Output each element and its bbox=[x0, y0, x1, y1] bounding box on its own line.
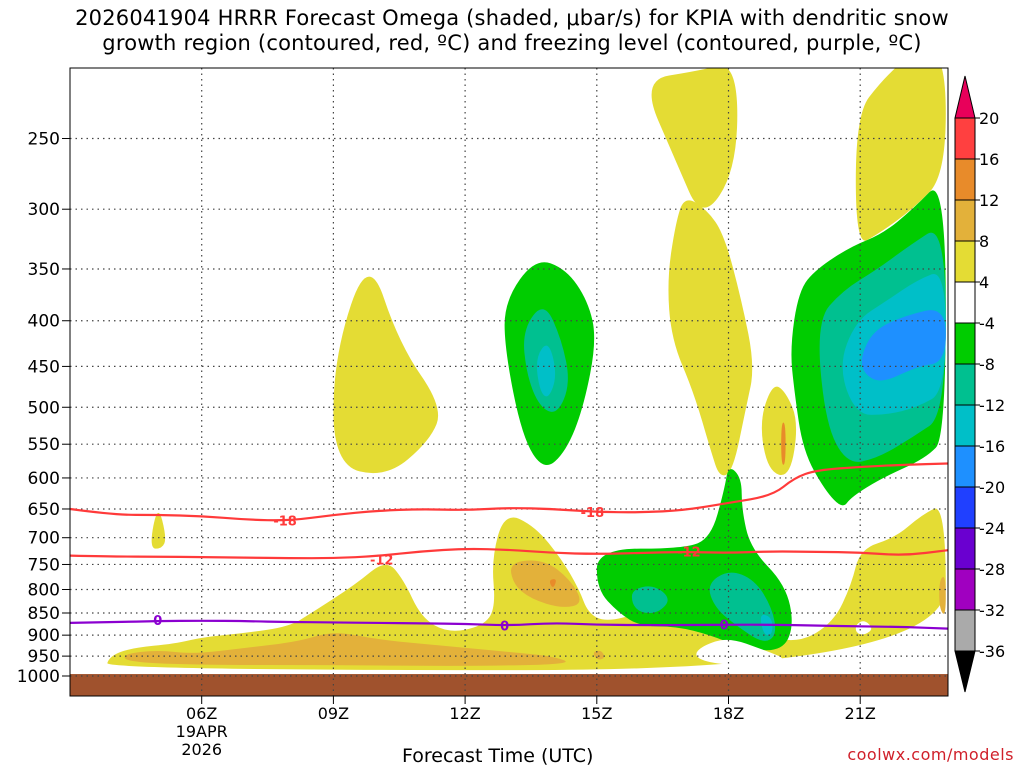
x-tick-year: 2026 bbox=[181, 740, 222, 759]
x-tick-label: 15Z bbox=[581, 704, 612, 723]
colorbar-label: 20 bbox=[979, 109, 999, 128]
omega-region-7 bbox=[124, 633, 566, 666]
colorbar-label: -36 bbox=[979, 642, 1005, 661]
contour-lines bbox=[70, 462, 948, 630]
colorbar-box-6 bbox=[954, 363, 976, 406]
x-tick-date: 19APR bbox=[176, 722, 228, 741]
y-tick-label: 600 bbox=[28, 469, 60, 489]
colorbar-label: -4 bbox=[979, 314, 995, 333]
colorbar-top-arrow bbox=[954, 75, 976, 119]
omega-region-12 bbox=[781, 422, 786, 465]
omega-region-26 bbox=[861, 646, 877, 656]
y-tick-label: 400 bbox=[28, 312, 60, 332]
contour-label-1-1: -12 bbox=[677, 545, 701, 560]
y-tick-label: 250 bbox=[28, 130, 60, 150]
colorbar-bottom-arrow bbox=[954, 650, 976, 693]
y-tick-label: 750 bbox=[28, 555, 60, 575]
colorbar-label: -12 bbox=[979, 396, 1005, 415]
y-tick-label: 650 bbox=[28, 500, 60, 520]
omega-region-6 bbox=[855, 68, 946, 241]
title-line-1: 2026041904 HRRR Forecast Omega (shaded, … bbox=[75, 6, 949, 30]
colorbar-label: 8 bbox=[979, 232, 989, 251]
omega-region-11 bbox=[549, 579, 556, 587]
y-tick-label: 950 bbox=[28, 647, 60, 667]
omega-region-10 bbox=[939, 576, 946, 614]
colorbar-box-4 bbox=[954, 281, 976, 324]
colorbar-label: -20 bbox=[979, 478, 1005, 497]
x-axis-label: Forecast Time (UTC) bbox=[402, 745, 594, 767]
contour-1-line bbox=[70, 547, 948, 560]
colorbar-box-8 bbox=[954, 445, 976, 488]
y-tick-label: 500 bbox=[28, 398, 60, 418]
y-tick-label: 1000 bbox=[17, 667, 60, 687]
contour-label-0-0: -18 bbox=[273, 515, 297, 530]
omega-region-24 bbox=[696, 639, 783, 666]
omega-region-23 bbox=[861, 310, 946, 381]
y-tick-label: 850 bbox=[28, 604, 60, 624]
colorbar-box-10 bbox=[954, 527, 976, 570]
y-tick-label: 800 bbox=[28, 580, 60, 600]
omega-region-5 bbox=[761, 386, 797, 476]
x-tick-label: 09Z bbox=[318, 704, 349, 723]
omega-region-20 bbox=[536, 345, 556, 397]
omega-region-8 bbox=[510, 560, 580, 607]
colorbar-label: 16 bbox=[979, 150, 999, 169]
colorbar-box-5 bbox=[954, 322, 976, 365]
colorbar-label: 4 bbox=[979, 273, 989, 292]
omega-region-17 bbox=[631, 586, 668, 613]
colorbar-box-9 bbox=[954, 486, 976, 529]
x-tick-label: 06Z bbox=[186, 704, 217, 723]
x-tick-label: 21Z bbox=[845, 704, 876, 723]
omega-region-3 bbox=[651, 68, 738, 208]
contour-label-2-2: 0 bbox=[720, 619, 729, 634]
omega-region-1 bbox=[151, 512, 166, 549]
contour-label-2-0: 0 bbox=[153, 614, 162, 629]
colorbar-box-11 bbox=[954, 568, 976, 611]
contour-label-0-1: -18 bbox=[581, 506, 605, 521]
contour-2-line bbox=[70, 619, 948, 630]
colorbar-label: -28 bbox=[979, 560, 1005, 579]
chart-title: 2026041904 HRRR Forecast Omega (shaded, … bbox=[0, 6, 1024, 56]
colorbar-box-12 bbox=[954, 609, 976, 652]
contour-0-line bbox=[70, 462, 948, 522]
colorbar-label: -16 bbox=[979, 437, 1005, 456]
colorbar-box-0 bbox=[954, 117, 976, 160]
omega-shading bbox=[107, 68, 946, 671]
omega-region-2 bbox=[333, 276, 439, 474]
colorbar-box-3 bbox=[954, 240, 976, 283]
y-tick-label: 450 bbox=[28, 357, 60, 377]
plot-frame bbox=[69, 67, 949, 697]
colorbar-label: -32 bbox=[979, 601, 1005, 620]
x-tick-label: 18Z bbox=[713, 704, 744, 723]
contour-label-2-1: 0 bbox=[500, 620, 509, 635]
y-tick-label: 300 bbox=[28, 200, 60, 220]
colorbar-label: -8 bbox=[979, 355, 995, 374]
y-tick-label: 550 bbox=[28, 435, 60, 455]
colorbar-box-1 bbox=[954, 158, 976, 201]
y-tick-label: 900 bbox=[28, 626, 60, 646]
x-tick-label: 12Z bbox=[449, 704, 480, 723]
colorbar-box-2 bbox=[954, 199, 976, 242]
contour-label-1-0: -12 bbox=[370, 553, 394, 568]
title-line-2: growth region (contoured, red, ºC) and f… bbox=[102, 31, 922, 55]
y-tick-label: 350 bbox=[28, 260, 60, 280]
colorbar-label: 12 bbox=[979, 191, 999, 210]
colorbar-box-7 bbox=[954, 404, 976, 447]
y-tick-label: 700 bbox=[28, 529, 60, 549]
watermark[interactable]: coolwx.com/models bbox=[847, 745, 1014, 764]
colorbar-label: -24 bbox=[979, 519, 1005, 538]
